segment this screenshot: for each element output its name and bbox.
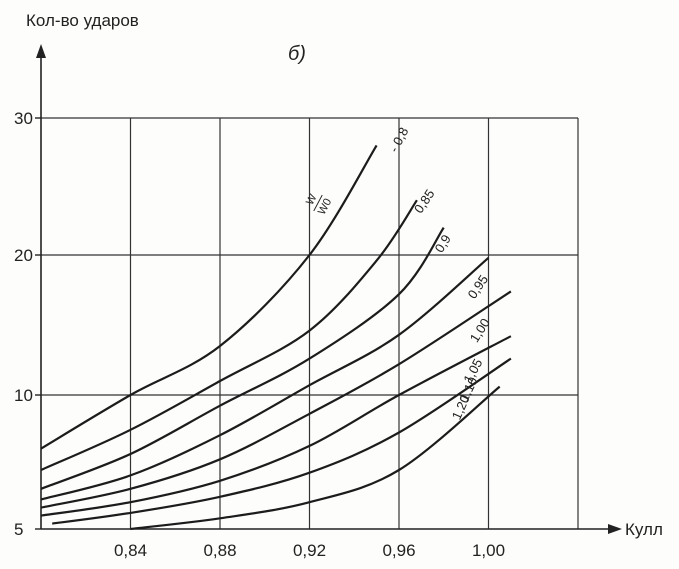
y-tick-label-2: 20 (14, 246, 33, 265)
x-tick-label-0: 0,84 (114, 541, 147, 560)
y-tick-label-1: 10 (14, 386, 33, 405)
series-label-2: 0,9 (432, 232, 454, 255)
y-axis-label: Кол-во ударов (26, 11, 139, 30)
fraction-denominator: W0 (316, 197, 334, 217)
series-line-5 (40, 335, 512, 517)
x-tick-label-3: 0,96 (382, 541, 415, 560)
x-tick-label-1: 0,88 (203, 541, 236, 560)
curve-labels: - 0,80,850,90,951,001,051,101,20 (386, 125, 493, 422)
series-label-0: - 0,8 (386, 125, 411, 155)
x-axis-label: Кулл (625, 520, 663, 539)
grid (41, 117, 579, 529)
curves (40, 144, 512, 531)
x-tick-label-4: 1,00 (472, 541, 505, 560)
y-tick-labels: 5 10 20 30 (14, 109, 41, 539)
ratio-fraction-label: W W0 (304, 192, 334, 217)
series-line-4 (40, 290, 512, 509)
series-line-7 (130, 385, 501, 531)
chart-title: б) (288, 43, 306, 65)
x-tick-label-2: 0,92 (293, 541, 326, 560)
y-tick-label-0: 5 (14, 520, 23, 539)
series-label-1: 0,85 (411, 187, 438, 216)
x-axis-arrow-icon (608, 524, 622, 534)
series-line-2 (40, 226, 445, 490)
y-axis-arrow-icon (36, 44, 46, 58)
series-line-1 (40, 199, 418, 472)
fraction-bar (313, 194, 323, 212)
series-line-6 (52, 357, 512, 525)
series-line-3 (40, 256, 490, 501)
x-tick-labels: 0,84 0,88 0,92 0,96 1,00 (114, 541, 505, 560)
y-tick-label-3: 30 (14, 109, 33, 128)
series-line-0 (40, 144, 378, 450)
